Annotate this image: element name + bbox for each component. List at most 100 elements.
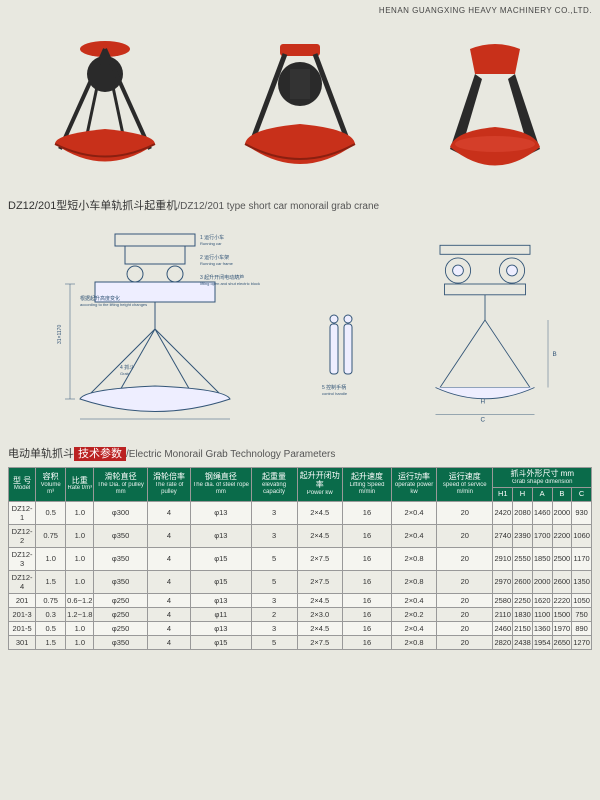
table-cell: φ350 <box>94 570 147 593</box>
table-cell: 2×3.0 <box>297 607 342 621</box>
dim-b: B <box>552 351 556 358</box>
col-header: 起升开闭功率Power kw <box>297 468 342 502</box>
diagram-side: C B H <box>395 224 575 434</box>
table-cell: 2500 <box>552 547 572 570</box>
col-header: 容积Volume m³ <box>36 468 66 502</box>
table-row: 201-30.31.2~1.8φ2504φ1122×3.0162×0.22021… <box>9 607 592 621</box>
table-cell: φ13 <box>191 593 251 607</box>
table-cell: φ11 <box>191 607 251 621</box>
table-cell: φ350 <box>94 635 147 649</box>
col-header: 滑轮直径The Dia. of pulley mm <box>94 468 147 502</box>
table-cell: 1970 <box>552 621 572 635</box>
table-cell: 1830 <box>513 607 533 621</box>
table-cell: 2×0.8 <box>392 547 437 570</box>
table-row: DZ12-10.51.0φ3004φ1332×4.5162×0.42024202… <box>9 501 592 524</box>
grab-illustration-2 <box>225 29 375 179</box>
product-row <box>8 19 592 189</box>
table-cell: 0.75 <box>36 524 66 547</box>
table-cell: DZ12-3 <box>9 547 36 570</box>
table-cell: 1350 <box>572 570 592 593</box>
table-cell: 2000 <box>532 570 552 593</box>
table-cell: 1.0 <box>66 547 94 570</box>
table-cell: 4 <box>147 501 190 524</box>
table-cell: 4 <box>147 524 190 547</box>
table-cell: 2×0.8 <box>392 635 437 649</box>
table-cell: 16 <box>342 635 391 649</box>
table-cell: 201-3 <box>9 607 36 621</box>
table-cell: 1620 <box>532 593 552 607</box>
section-title-1: DZ12/201型短小车单轨抓斗起重机/DZ12/201 type short … <box>8 197 592 213</box>
table-cell: 3 <box>251 524 297 547</box>
table-cell: DZ12-4 <box>9 570 36 593</box>
table-cell: 2820 <box>493 635 513 649</box>
table-row: 3011.51.0φ3504φ1552×7.5162×0.82028202438… <box>9 635 592 649</box>
table-row: DZ12-31.01.0φ3504φ1552×7.5162×0.82029102… <box>9 547 592 570</box>
table-cell: φ250 <box>94 607 147 621</box>
table-cell: φ15 <box>191 547 251 570</box>
section2-en: /Electric Monorail Grab Technology Param… <box>126 449 335 460</box>
label-1-en: Running car <box>200 241 222 246</box>
label-2: 2 运行小车架 <box>200 254 229 261</box>
table-cell: φ300 <box>94 501 147 524</box>
label-3: 3 起升开闭电动葫芦 <box>200 274 244 281</box>
table-cell: 1.5 <box>36 635 66 649</box>
table-cell: 5 <box>251 570 297 593</box>
table-cell: 2×7.5 <box>297 570 342 593</box>
table-cell: 4 <box>147 621 190 635</box>
table-cell: 2220 <box>552 593 572 607</box>
table-cell: 301 <box>9 635 36 649</box>
table-cell: 2000 <box>552 501 572 524</box>
section-title-2: 电动单轨抓斗技术参数/Electric Monorail Grab Techno… <box>8 445 592 461</box>
table-cell: 2080 <box>513 501 533 524</box>
table-cell: 4 <box>147 570 190 593</box>
table-cell: 1360 <box>532 621 552 635</box>
product-2 <box>225 29 375 179</box>
table-cell: 2150 <box>513 621 533 635</box>
table-cell: DZ12-1 <box>9 501 36 524</box>
diagram-area: 1 运行小车 Running car 2 运行小车架 Running car f… <box>8 219 592 439</box>
table-cell: 3 <box>251 593 297 607</box>
dim-c: C <box>480 417 485 424</box>
table-cell: 2970 <box>493 570 513 593</box>
table-cell: 2×7.5 <box>297 635 342 649</box>
table-cell: 20 <box>437 621 493 635</box>
table-cell: 1.0 <box>66 635 94 649</box>
dim-h: H <box>480 399 485 406</box>
table-cell: 2910 <box>493 547 513 570</box>
section-title-en: /DZ12/201 type short car monorail grab c… <box>177 201 379 212</box>
table-cell: 16 <box>342 524 391 547</box>
table-row: 2010.750.6~1.2φ2504φ1332×4.5162×0.420258… <box>9 593 592 607</box>
label-4: 根据起升高度变化 <box>80 295 120 302</box>
table-row: DZ12-41.51.0φ3504φ1552×7.5162×0.82029702… <box>9 570 592 593</box>
grab-illustration-1 <box>30 29 180 179</box>
col-header: 起重量elevating capacity <box>251 468 297 502</box>
dim-header: H1 <box>493 488 513 501</box>
table-cell: 2600 <box>552 570 572 593</box>
table-cell: 2200 <box>552 524 572 547</box>
table-cell: 5 <box>251 547 297 570</box>
table-cell: 201 <box>9 593 36 607</box>
diagram-front: 1 运行小车 Running car 2 运行小车架 Running car f… <box>25 224 285 434</box>
table-cell: 1.0 <box>66 621 94 635</box>
company-name: HENAN GUANGXING HEAVY MACHINERY CO.,LTD. <box>8 6 592 15</box>
table-cell: 1270 <box>572 635 592 649</box>
table-cell: 1700 <box>532 524 552 547</box>
table-cell: φ13 <box>191 501 251 524</box>
col-header: 运行功率operate power kw <box>392 468 437 502</box>
table-cell: 2740 <box>493 524 513 547</box>
dim-header: H <box>513 488 533 501</box>
table-cell: 1850 <box>532 547 552 570</box>
dim-header: B <box>552 488 572 501</box>
table-cell: 20 <box>437 570 493 593</box>
label-5: 4 抓斗 <box>120 364 134 371</box>
product-1 <box>30 29 180 179</box>
label-1: 1 运行小车 <box>200 234 224 241</box>
table-cell: 2×0.4 <box>392 621 437 635</box>
diagram-controls: 5 控制手柄 control handle <box>320 224 360 434</box>
table-cell: 20 <box>437 501 493 524</box>
table-cell: 2×7.5 <box>297 547 342 570</box>
table-cell: 2×0.8 <box>392 570 437 593</box>
product-3 <box>420 29 570 179</box>
table-cell: 201-5 <box>9 621 36 635</box>
dim-group-header: 抓斗外形尺寸 mmGrab shape dimension <box>493 468 592 488</box>
